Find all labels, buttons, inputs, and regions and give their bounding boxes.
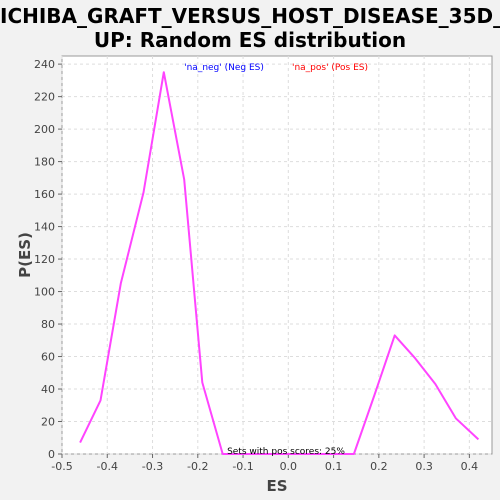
y-tick-label: 140	[34, 221, 55, 234]
y-tick-label: 200	[34, 123, 55, 136]
chart-title-line-1: ICHIBA_GRAFT_VERSUS_HOST_DISEASE_35D_	[0, 4, 500, 28]
x-tick-label: 0.1	[325, 460, 343, 473]
y-tick-label: 20	[41, 416, 55, 429]
y-tick-label: 160	[34, 188, 55, 201]
plot-area	[61, 55, 493, 455]
x-tick-label: -0.2	[187, 460, 208, 473]
grid-lines	[61, 56, 492, 455]
x-tick-label: 0.4	[461, 460, 479, 473]
legend-entry-neg: 'na_neg' (Neg ES)	[184, 63, 264, 73]
x-axis: -0.5 -0.4 -0.3 -0.2 -0.1 0.0 0.1 0.2 0.3 0.4	[51, 454, 478, 473]
legend-entry-pos: 'na_pos' (Pos ES)	[292, 63, 368, 73]
y-tick-label: 80	[41, 318, 55, 331]
y-tick-label: 60	[41, 351, 55, 364]
y-axis-label: P(ES)	[16, 232, 34, 278]
y-tick-label: 0	[48, 448, 55, 461]
x-tick-label: 0.3	[415, 460, 433, 473]
y-axis: 0 20 40 60 80 100 120 140 160 180 200 220 240	[34, 58, 62, 461]
y-tick-label: 120	[34, 253, 55, 266]
x-tick-label: -0.3	[142, 460, 163, 473]
x-tick-label: -0.4	[97, 460, 118, 473]
x-tick-label: -0.5	[51, 460, 72, 473]
y-tick-label: 100	[34, 286, 55, 299]
x-tick-label: -0.1	[232, 460, 253, 473]
x-axis-label: ES	[266, 477, 287, 495]
chart-title-line-2: UP: Random ES distribution	[93, 28, 407, 52]
series-layer	[79, 71, 480, 455]
y-tick-label: 180	[34, 156, 55, 169]
x-tick-label: 0.2	[370, 460, 388, 473]
y-tick-label: 40	[41, 383, 55, 396]
y-tick-label: 240	[34, 58, 55, 71]
annotation-text: Sets with pos scores: 25%	[227, 447, 345, 457]
x-tick-label: 0.0	[280, 460, 298, 473]
series-line-0	[79, 71, 480, 455]
y-tick-label: 220	[34, 91, 55, 104]
